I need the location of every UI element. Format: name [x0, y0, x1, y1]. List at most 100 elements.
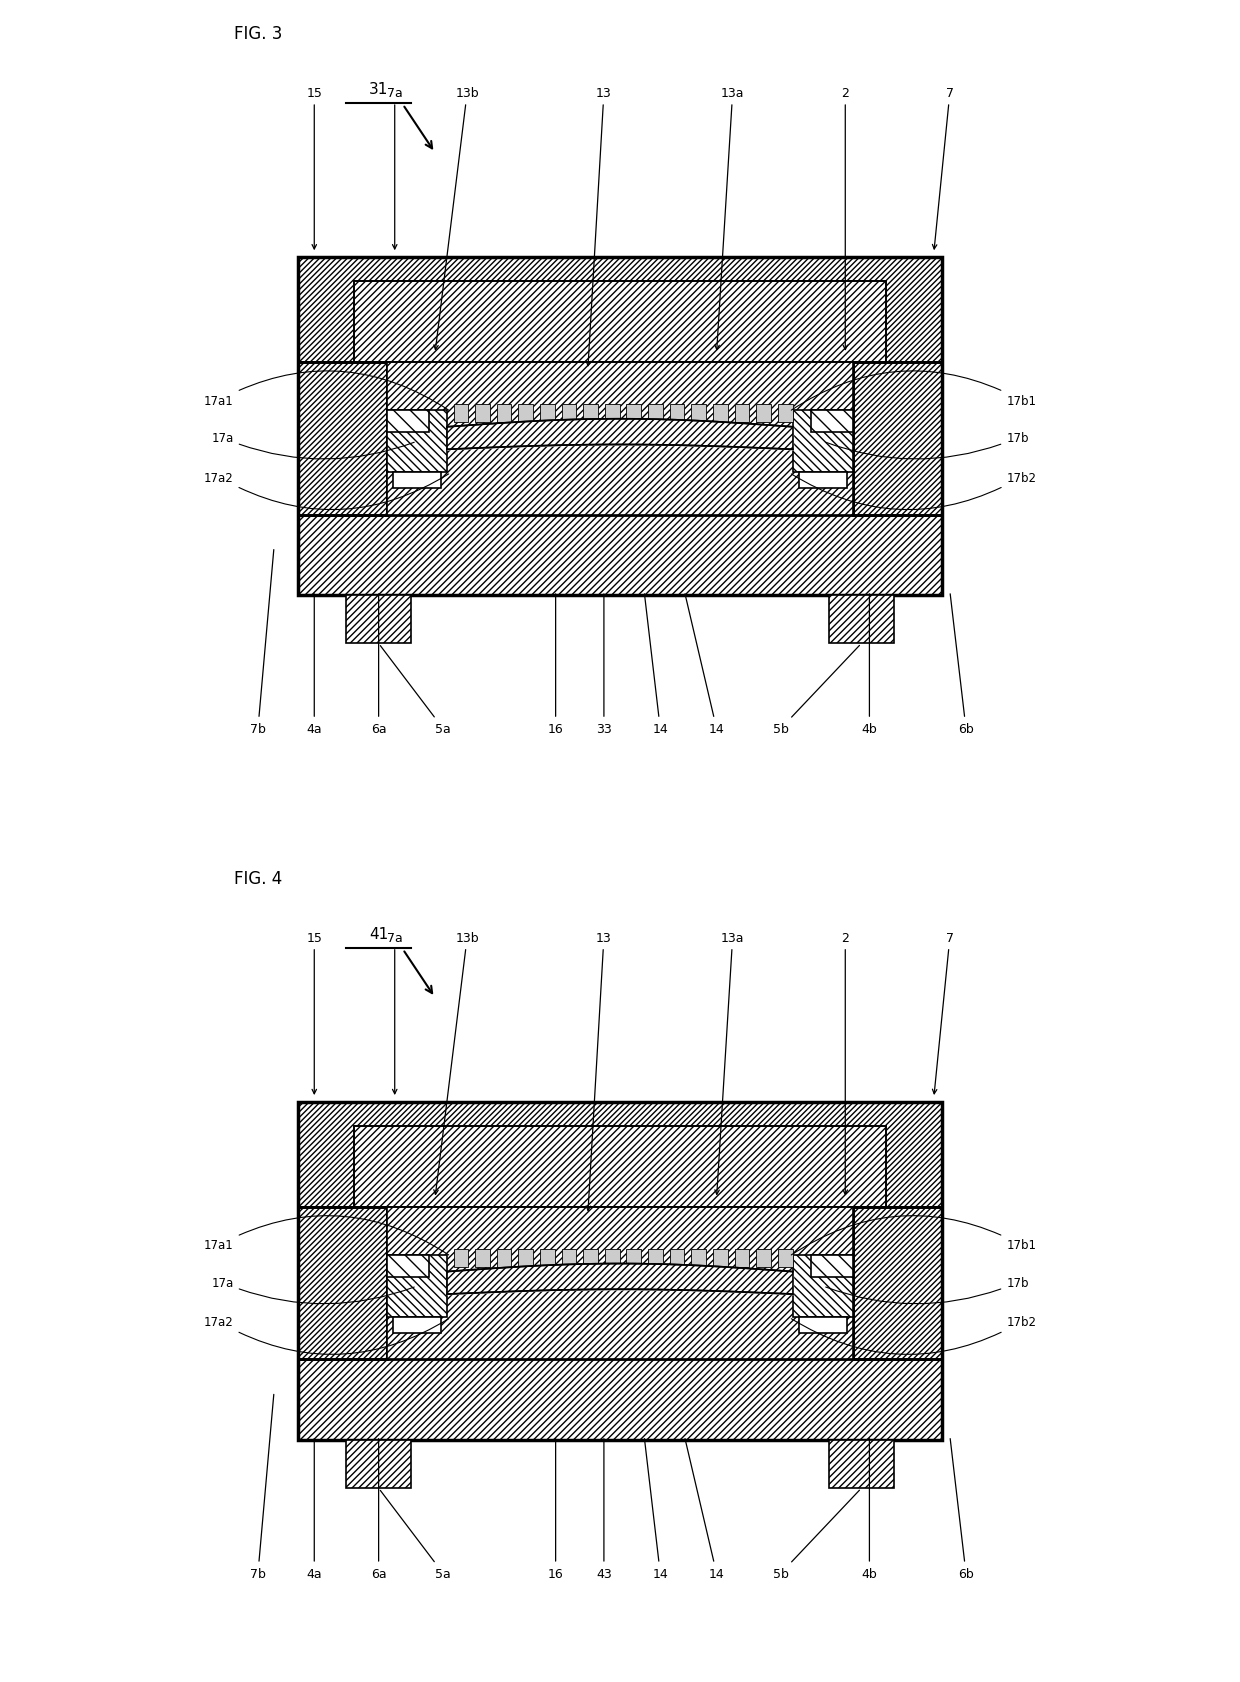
Bar — [799, 473, 847, 489]
Text: 43: 43 — [596, 1438, 611, 1579]
Text: 7: 7 — [932, 87, 954, 251]
Text: 17b2: 17b2 — [791, 471, 1037, 510]
Bar — [298, 257, 942, 363]
Bar — [777, 405, 792, 422]
Text: 13b: 13b — [434, 932, 479, 1194]
Bar — [562, 1250, 577, 1267]
Bar — [792, 1255, 853, 1317]
Text: 5b: 5b — [773, 1490, 859, 1579]
Bar — [298, 1359, 942, 1440]
Text: 17b: 17b — [826, 1277, 1029, 1304]
Bar — [475, 1250, 490, 1267]
Bar — [454, 405, 469, 422]
Text: 7b: 7b — [250, 550, 274, 735]
Bar — [734, 1250, 749, 1267]
Text: 7: 7 — [932, 932, 954, 1095]
Bar — [475, 405, 490, 422]
Text: 2: 2 — [841, 932, 849, 1194]
Text: 14: 14 — [645, 594, 668, 735]
Bar — [583, 405, 598, 422]
Bar — [605, 1250, 620, 1267]
Bar — [713, 1250, 728, 1267]
Bar — [387, 1255, 429, 1277]
Text: 41: 41 — [370, 927, 388, 940]
Text: 13: 13 — [587, 932, 611, 1211]
Bar — [518, 1250, 533, 1267]
Bar — [298, 1102, 942, 1208]
Bar — [387, 410, 448, 473]
Text: 13b: 13b — [434, 87, 479, 350]
Bar — [830, 1440, 894, 1489]
Bar — [298, 1208, 387, 1359]
Bar — [756, 405, 771, 422]
Bar — [497, 405, 511, 422]
Text: 17a1: 17a1 — [205, 1216, 449, 1255]
Bar — [692, 1250, 706, 1267]
Text: 14: 14 — [645, 1438, 668, 1579]
Bar — [298, 1102, 942, 1440]
Bar — [713, 405, 728, 422]
Polygon shape — [448, 419, 792, 451]
Bar — [626, 1250, 641, 1267]
Bar — [734, 405, 749, 422]
Text: 5a: 5a — [381, 646, 451, 735]
Bar — [393, 473, 441, 489]
Text: 17a2: 17a2 — [205, 1315, 449, 1354]
Text: 14: 14 — [684, 1438, 724, 1579]
Text: 4a: 4a — [306, 594, 322, 735]
Text: 13a: 13a — [714, 932, 744, 1194]
Text: 17a: 17a — [212, 432, 414, 459]
Bar — [853, 1208, 942, 1359]
Bar — [626, 405, 641, 422]
Text: FIG. 3: FIG. 3 — [234, 25, 283, 42]
Text: 16: 16 — [548, 1438, 563, 1579]
Bar — [649, 1250, 663, 1267]
Bar — [853, 363, 942, 515]
Bar — [298, 515, 942, 595]
Bar — [387, 1255, 448, 1317]
Text: 4a: 4a — [306, 1438, 322, 1579]
Bar — [649, 405, 663, 422]
Bar — [393, 1317, 441, 1334]
Text: 5b: 5b — [773, 646, 859, 735]
Text: 7a: 7a — [387, 932, 403, 1093]
Text: 13: 13 — [587, 87, 611, 367]
Bar — [583, 1250, 598, 1267]
Bar — [387, 363, 853, 515]
Bar — [811, 410, 853, 432]
Text: 6a: 6a — [371, 1438, 387, 1579]
Bar — [346, 595, 410, 644]
Bar — [298, 1102, 942, 1208]
Text: 17b2: 17b2 — [791, 1315, 1037, 1354]
Text: 5a: 5a — [381, 1490, 451, 1579]
Text: 17b1: 17b1 — [791, 372, 1037, 410]
Bar — [355, 283, 885, 363]
Bar — [298, 1208, 387, 1359]
Bar — [497, 1250, 511, 1267]
Text: 17a2: 17a2 — [205, 471, 449, 510]
Text: 17b1: 17b1 — [791, 1216, 1037, 1255]
Bar — [518, 405, 533, 422]
Text: 33: 33 — [596, 594, 611, 735]
Text: 13a: 13a — [714, 87, 744, 350]
Text: 2: 2 — [841, 87, 849, 350]
Text: 7a: 7a — [387, 87, 403, 251]
Bar — [387, 410, 429, 432]
Text: 6b: 6b — [950, 594, 973, 735]
Bar — [355, 1127, 885, 1208]
Bar — [811, 1255, 853, 1277]
Text: 6b: 6b — [950, 1438, 973, 1579]
Polygon shape — [448, 1263, 792, 1295]
Text: 7b: 7b — [250, 1394, 274, 1579]
Bar — [853, 1208, 942, 1359]
Bar — [298, 257, 942, 363]
Bar — [298, 363, 387, 515]
Bar — [792, 410, 853, 473]
Bar — [346, 1440, 410, 1489]
Text: 14: 14 — [684, 594, 724, 735]
Bar — [670, 405, 684, 422]
Text: 4b: 4b — [862, 1438, 877, 1579]
Bar — [853, 363, 942, 515]
Text: 31: 31 — [370, 82, 388, 96]
Text: FIG. 4: FIG. 4 — [234, 870, 281, 886]
